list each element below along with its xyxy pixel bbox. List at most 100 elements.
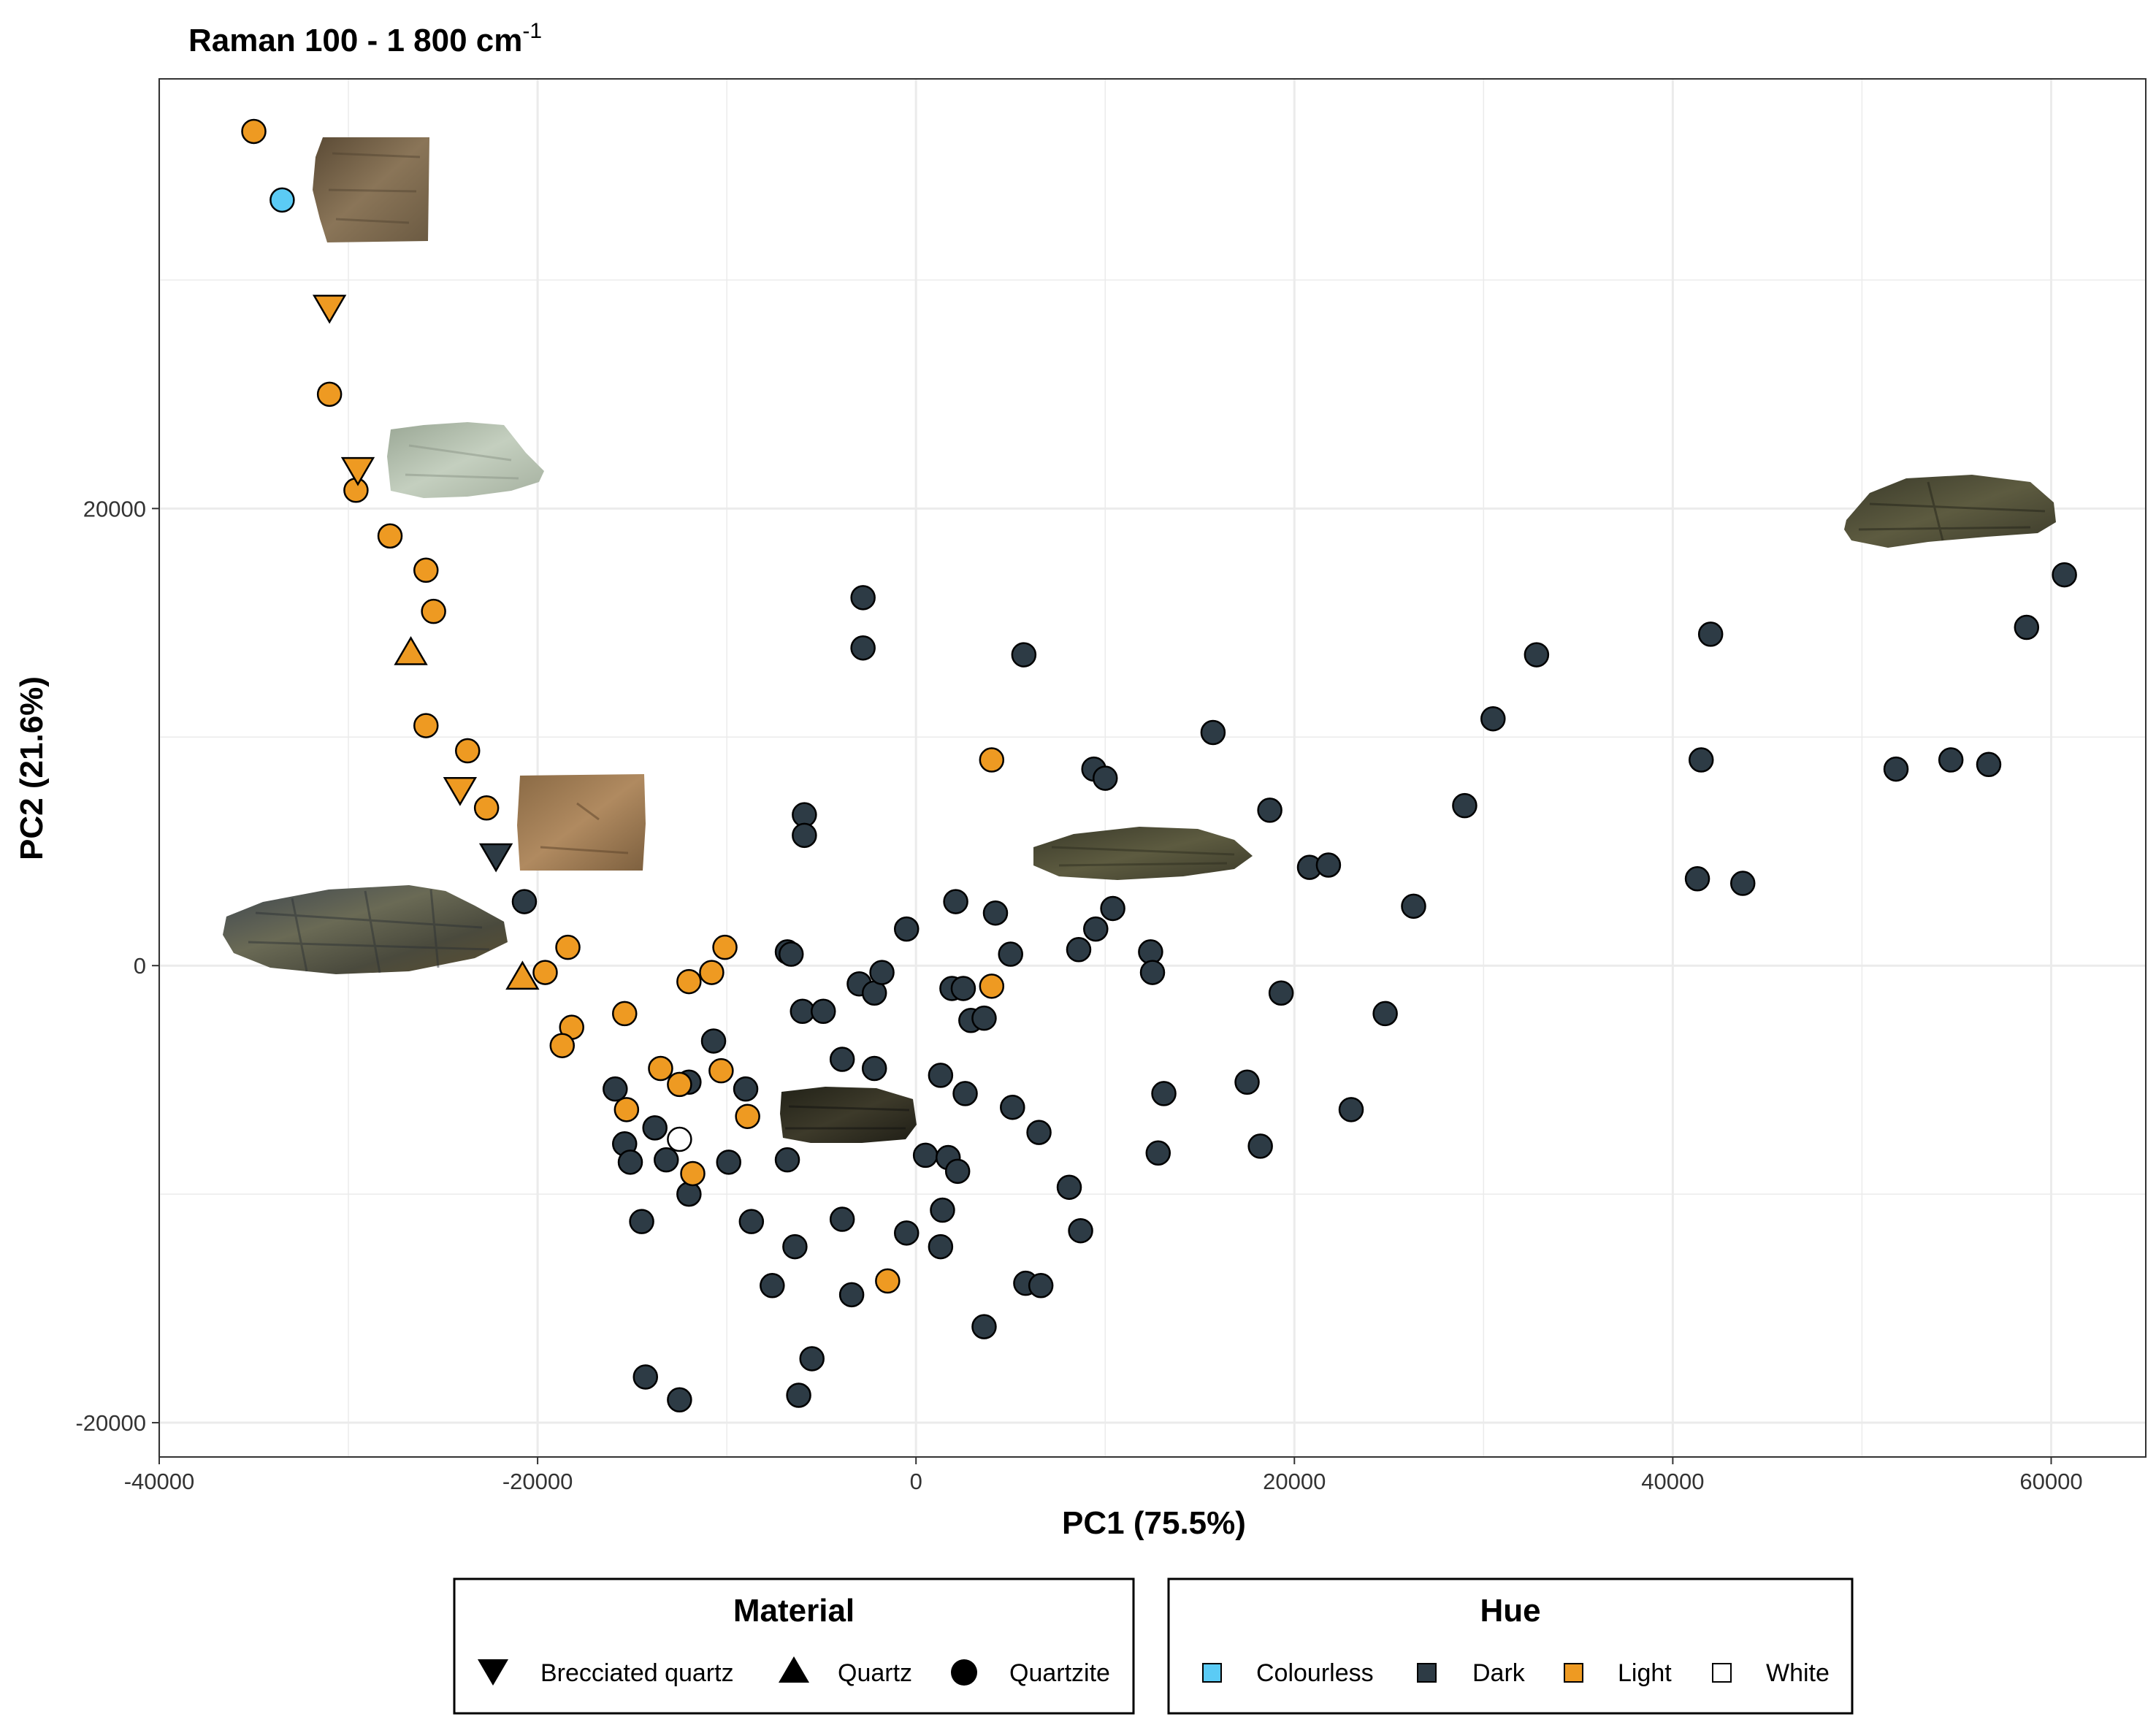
point-quartzite-dark xyxy=(1011,642,1037,668)
y-tick-label: 0 xyxy=(134,953,146,979)
legend-material-title: Material xyxy=(733,1593,855,1629)
y-axis-title: PC2 (21.6%) xyxy=(14,676,50,860)
point-quartzite-dark xyxy=(998,941,1023,967)
point-quartzite-dark xyxy=(1688,747,1714,773)
specimen-photo-olive-blade-right xyxy=(1844,475,2056,548)
point-quartzite-dark xyxy=(893,916,920,942)
point-quartzite-dark xyxy=(603,1076,628,1102)
specimen-photo-brown-block xyxy=(313,137,429,242)
point-quartzite-light xyxy=(473,795,500,821)
point-quartzite-dark xyxy=(811,998,836,1025)
point-quartzite-dark xyxy=(1066,937,1092,963)
point-quartzite-dark xyxy=(1026,1120,1052,1145)
point-quartzite-dark xyxy=(778,941,804,967)
legend-swatch-colourless xyxy=(1202,1663,1222,1683)
x-tick-label: -40000 xyxy=(124,1469,195,1494)
point-quartzite-dark xyxy=(1480,705,1506,732)
x-tick-label: 40000 xyxy=(1641,1469,1704,1494)
point-quartzite-dark xyxy=(632,1364,659,1390)
point-quartzite-light xyxy=(549,1033,576,1058)
point-quartzite-dark xyxy=(928,1063,954,1088)
point-quartzite-dark xyxy=(1151,1081,1177,1106)
point-quartzite-light xyxy=(708,1057,734,1084)
specimen-photos xyxy=(223,137,2056,1143)
point-quartzite-dark xyxy=(944,1158,971,1185)
point-quartzite-light xyxy=(413,713,439,738)
legend-circle-symbol xyxy=(951,1659,977,1686)
point-quartzite-dark xyxy=(950,976,976,1001)
point-quartzite-dark xyxy=(1938,747,1964,773)
point-brecciated-quartz-light xyxy=(340,456,375,486)
point-quartzite-dark xyxy=(760,1273,785,1298)
point-quartzite-dark xyxy=(1200,719,1226,746)
point-quartz-light xyxy=(394,635,428,665)
point-quartzite-dark xyxy=(850,585,876,611)
point-quartzite-light xyxy=(680,1160,706,1187)
point-quartzite-dark xyxy=(928,1233,954,1260)
point-quartzite-dark xyxy=(700,1028,727,1054)
point-quartzite-dark xyxy=(1452,792,1478,819)
legend-label-quartz: Quartz xyxy=(838,1659,912,1687)
point-quartzite-dark xyxy=(629,1209,654,1234)
point-quartzite-dark xyxy=(1100,895,1125,922)
specimen-photo-dark-blade-left xyxy=(223,885,508,974)
point-quartzite-dark xyxy=(943,889,968,914)
legend-label-brecciated-quartz: Brecciated quartz xyxy=(540,1659,734,1687)
point-quartzite-dark xyxy=(861,1055,887,1082)
point-quartzite-dark xyxy=(1684,866,1710,892)
legend-hue-frame xyxy=(1167,1577,1854,1715)
point-quartzite-colourless xyxy=(270,187,295,213)
point-quartzite-light xyxy=(316,381,343,408)
point-quartzite-dark xyxy=(1234,1069,1260,1095)
legend-hue: Hue Colourless Dark Light White xyxy=(1167,1577,1854,1715)
point-quartzite-dark xyxy=(1257,798,1282,823)
x-tick-label: 60000 xyxy=(2019,1469,2082,1494)
point-quartzite-dark xyxy=(667,1387,692,1413)
y-tick-label: 20000 xyxy=(83,496,146,521)
legend-swatch-light xyxy=(1564,1663,1583,1683)
point-quartzite-dark xyxy=(1372,1001,1398,1027)
point-quartzite-dark xyxy=(1976,751,2002,778)
legend-hue-title: Hue xyxy=(1480,1593,1540,1629)
point-quartzite-dark xyxy=(782,1233,808,1260)
point-quartzite-light xyxy=(979,747,1005,773)
point-quartzite-dark xyxy=(1401,893,1426,919)
specimen-photo-grey-green-flake xyxy=(387,422,544,498)
legend-swatch-white xyxy=(1712,1663,1732,1683)
point-quartzite-light xyxy=(648,1055,673,1082)
point-quartzite-dark xyxy=(738,1209,765,1234)
specimen-photo-tan-block xyxy=(517,774,646,871)
chart-title: Raman 100 - 1 800 cm-1 xyxy=(188,19,542,58)
point-quartzite-light xyxy=(979,974,1005,999)
point-quartzite-white xyxy=(667,1126,692,1152)
point-quartzite-dark xyxy=(838,1282,865,1308)
point-quartzite-light xyxy=(676,968,702,995)
x-tick-label: -20000 xyxy=(502,1469,573,1494)
legend-label-dark: Dark xyxy=(1472,1659,1526,1687)
plot-background xyxy=(159,79,2146,1457)
point-quartzite-dark xyxy=(1145,1140,1171,1166)
legend-label-quartzite: Quartzite xyxy=(1009,1659,1110,1687)
point-quartzite-dark xyxy=(1247,1133,1273,1159)
point-quartzite-light xyxy=(241,118,267,145)
point-quartzite-dark xyxy=(799,1346,825,1372)
point-quartzite-dark xyxy=(1000,1094,1025,1120)
point-quartzite-dark xyxy=(1083,916,1109,942)
point-quartzite-light xyxy=(413,557,439,584)
point-quartzite-dark xyxy=(790,998,816,1025)
point-quartzite-dark xyxy=(642,1115,668,1141)
legend-label-colourless: Colourless xyxy=(1256,1659,1374,1687)
y-tick-label: -20000 xyxy=(75,1410,146,1436)
point-quartzite-dark xyxy=(850,635,876,661)
point-quartzite-dark xyxy=(930,1197,955,1223)
point-quartzite-light xyxy=(667,1071,692,1098)
x-tick-label: 20000 xyxy=(1263,1469,1326,1494)
legend-triangle-down-symbol xyxy=(478,1659,508,1686)
data-points xyxy=(241,118,2077,1413)
point-quartzite-light xyxy=(699,960,725,985)
x-axis-title: PC1 (75.5%) xyxy=(1062,1505,1246,1541)
legend-material: Material Brecciated quartz Quartz Quartz… xyxy=(453,1577,1135,1715)
x-axis: -40000 -20000 0 20000 40000 60000 xyxy=(124,1457,2083,1494)
point-quartzite-dark xyxy=(829,1206,855,1232)
